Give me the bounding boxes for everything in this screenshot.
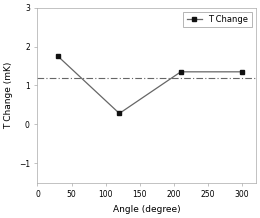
Y-axis label: T Change (mK): T Change (mK) (4, 61, 13, 129)
T Change (56, 55, 60, 58)
T Change (240, 70, 244, 73)
T Change (118, 112, 121, 115)
T Change (179, 70, 182, 73)
X-axis label: Angle (degree): Angle (degree) (113, 205, 180, 214)
Line: T Change: T Change (56, 54, 245, 116)
Legend: T Change: T Change (183, 12, 252, 27)
